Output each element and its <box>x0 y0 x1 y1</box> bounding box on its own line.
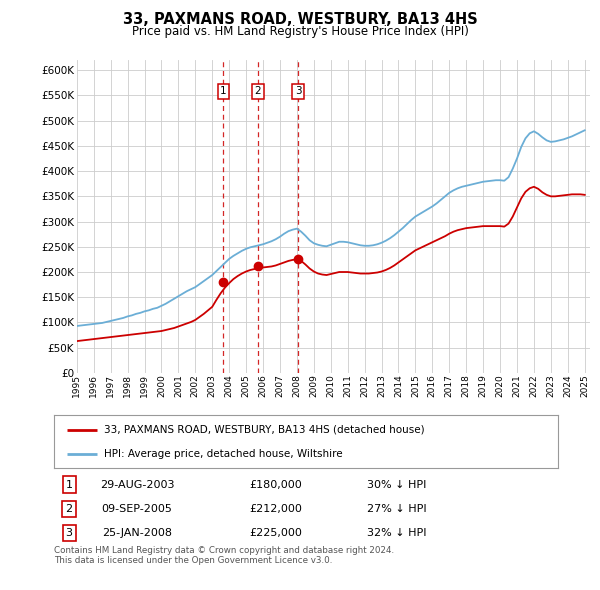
Text: 33, PAXMANS ROAD, WESTBURY, BA13 4HS: 33, PAXMANS ROAD, WESTBURY, BA13 4HS <box>122 12 478 27</box>
Text: £225,000: £225,000 <box>250 528 302 537</box>
Text: 3: 3 <box>295 87 301 96</box>
Text: 2: 2 <box>65 504 73 514</box>
Text: 2: 2 <box>254 87 261 96</box>
Text: 33, PAXMANS ROAD, WESTBURY, BA13 4HS (detached house): 33, PAXMANS ROAD, WESTBURY, BA13 4HS (de… <box>104 425 425 435</box>
Text: £180,000: £180,000 <box>250 480 302 490</box>
Text: 32% ↓ HPI: 32% ↓ HPI <box>367 528 427 537</box>
Text: 09-SEP-2005: 09-SEP-2005 <box>102 504 173 514</box>
Text: 30% ↓ HPI: 30% ↓ HPI <box>367 480 427 490</box>
Text: Price paid vs. HM Land Registry's House Price Index (HPI): Price paid vs. HM Land Registry's House … <box>131 25 469 38</box>
Text: 1: 1 <box>65 480 73 490</box>
Text: 25-JAN-2008: 25-JAN-2008 <box>102 528 172 537</box>
Text: HPI: Average price, detached house, Wiltshire: HPI: Average price, detached house, Wilt… <box>104 449 343 459</box>
Text: 3: 3 <box>65 528 73 537</box>
Text: Contains HM Land Registry data © Crown copyright and database right 2024.
This d: Contains HM Land Registry data © Crown c… <box>54 546 394 565</box>
Text: 29-AUG-2003: 29-AUG-2003 <box>100 480 175 490</box>
Text: 27% ↓ HPI: 27% ↓ HPI <box>367 504 427 514</box>
Text: 1: 1 <box>220 87 227 96</box>
Text: £212,000: £212,000 <box>250 504 302 514</box>
